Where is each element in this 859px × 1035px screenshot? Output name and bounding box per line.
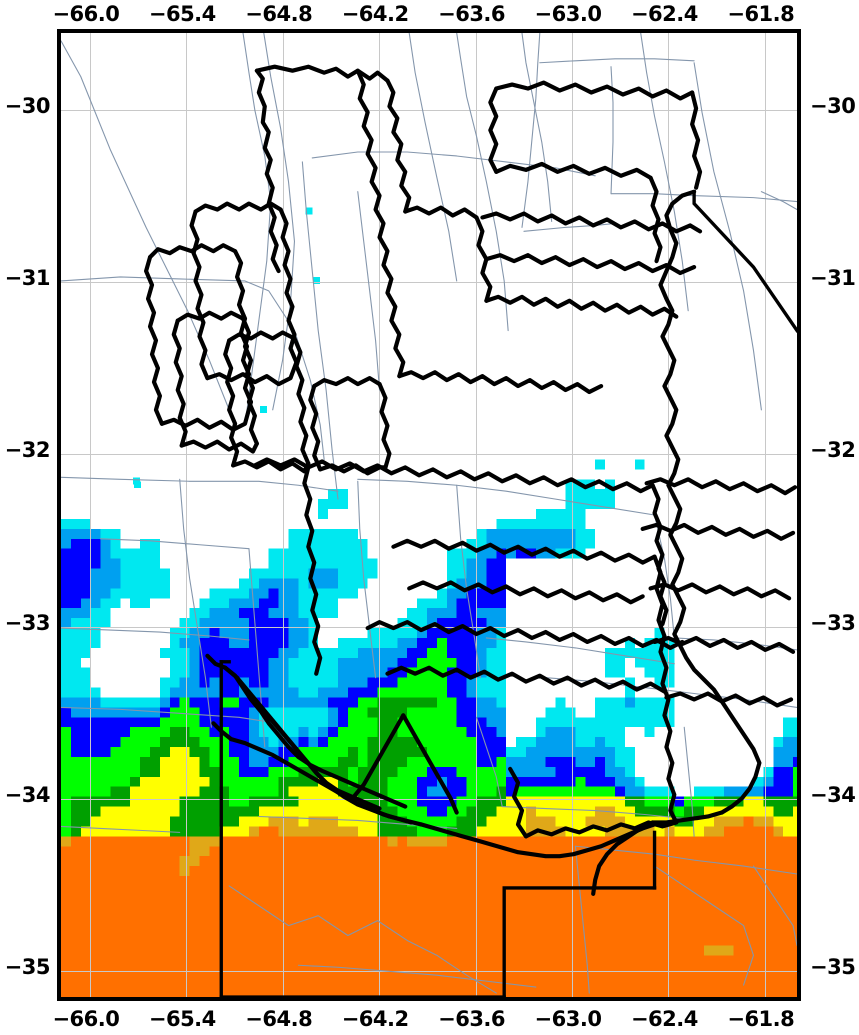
gridline-vertical [282, 33, 284, 997]
plot-inner [61, 33, 797, 997]
axis-tick-label: −61.8 [727, 1007, 795, 1031]
axis-tick-label: −64.2 [341, 2, 409, 26]
gridline-horizontal [61, 970, 797, 972]
axis-tick-label: −62.4 [630, 2, 698, 26]
gridline-vertical [186, 33, 188, 997]
axis-tick-label: −65.4 [148, 2, 216, 26]
axis-tick-label: −35 [810, 954, 856, 979]
axis-tick-label: −66.0 [52, 1007, 120, 1031]
gridline-vertical [379, 33, 381, 997]
axis-tick-label: −30 [4, 94, 51, 119]
axis-tick-label: −33 [810, 610, 856, 635]
axis-tick-label: −31 [4, 266, 51, 291]
gridline-vertical [89, 33, 91, 997]
axis-tick-label: −33 [4, 610, 51, 635]
gridline-vertical [571, 33, 573, 997]
province-outline-group [219, 189, 797, 997]
gridline-horizontal [61, 798, 797, 800]
axis-tick-label: −32 [810, 438, 856, 463]
axis-tick-label: −32 [4, 438, 51, 463]
axis-tick-label: −63.6 [438, 1007, 506, 1031]
axis-tick-label: −31 [810, 266, 856, 291]
axis-tick-label: −34 [4, 782, 51, 807]
axis-tick-label: −34 [810, 782, 856, 807]
gridline-horizontal [61, 282, 797, 284]
axis-tick-label: −61.8 [727, 2, 795, 26]
gridline-vertical [764, 33, 766, 997]
axis-tick-label: −66.0 [52, 2, 120, 26]
admin-boundary-group [61, 33, 797, 994]
axis-tick-label: −30 [810, 94, 856, 119]
axis-tick-label: −63.0 [534, 2, 602, 26]
axis-tick-label: −64.2 [341, 1007, 409, 1031]
axis-tick-label: −65.4 [148, 1007, 216, 1031]
axis-tick-label: −63.6 [438, 2, 506, 26]
watershed-boundary-group [143, 64, 797, 896]
axis-tick-label: −64.8 [245, 1007, 313, 1031]
gridline-horizontal [61, 454, 797, 456]
axis-tick-label: −35 [4, 954, 51, 979]
map-vector-overlay-layer [61, 33, 797, 997]
gridline-vertical [668, 33, 670, 997]
axis-tick-label: −62.4 [630, 1007, 698, 1031]
gridline-vertical [475, 33, 477, 997]
plot-frame [57, 29, 801, 1001]
precipitation-raster-layer [61, 33, 797, 997]
gridline-horizontal [61, 110, 797, 112]
axis-tick-label: −63.0 [534, 1007, 602, 1031]
axis-tick-label: −64.8 [245, 2, 313, 26]
